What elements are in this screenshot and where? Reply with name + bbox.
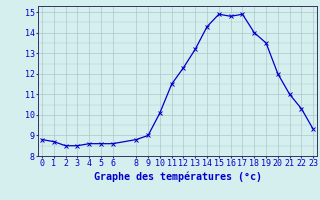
X-axis label: Graphe des températures (°c): Graphe des températures (°c) <box>94 171 262 182</box>
